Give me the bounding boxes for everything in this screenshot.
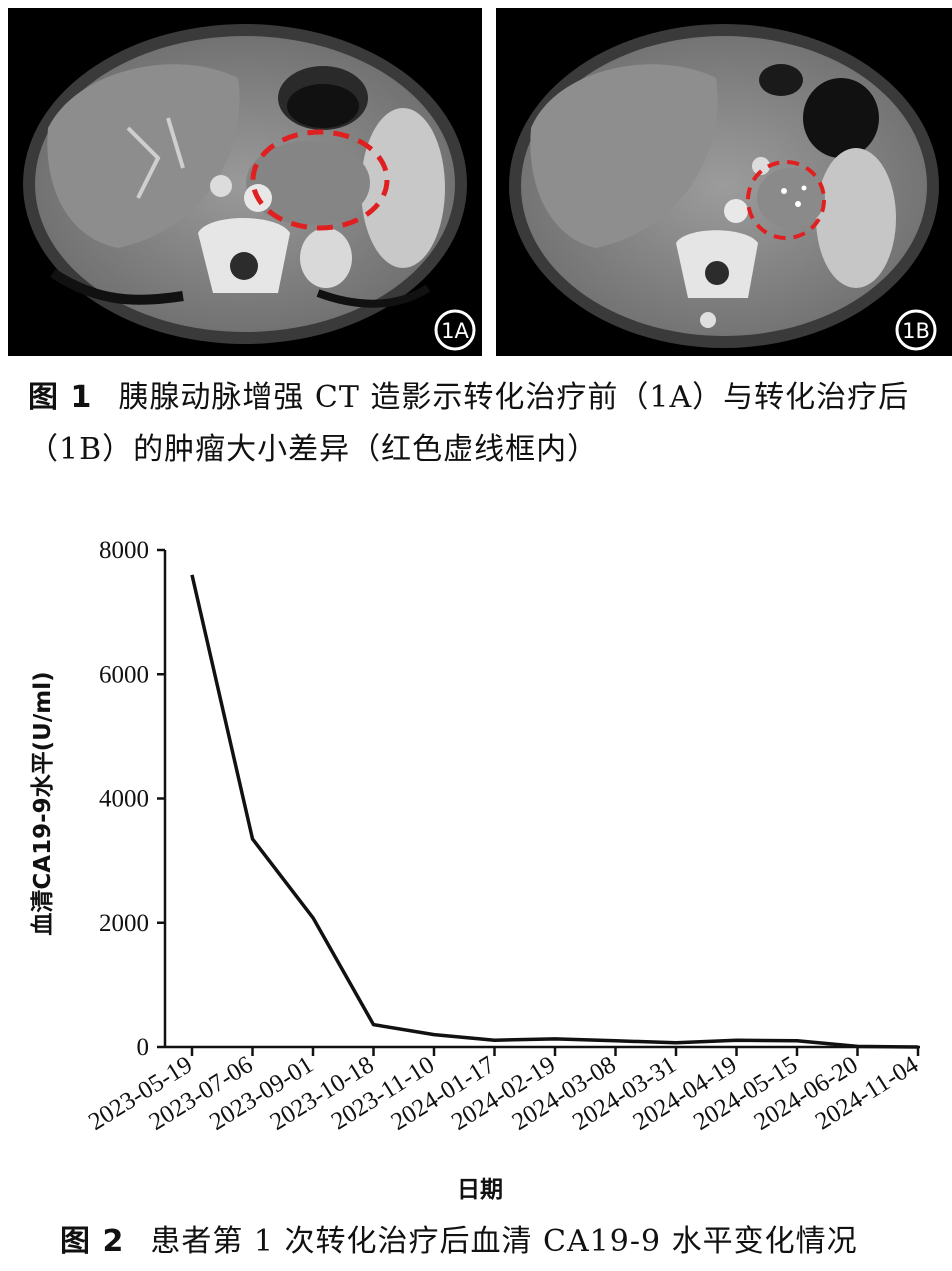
- figure-1-number: 图 1: [28, 380, 93, 415]
- spinous-process: [700, 312, 716, 328]
- figure-1-caption-text: 胰腺动脉增强 CT 造影示转化治疗前（1A）与转化治疗后（1B）的肿瘤大小差异（…: [28, 380, 910, 467]
- figure-2-caption: 图 2 患者第 1 次转化治疗后血清 CA19-9 水平变化情况: [60, 1222, 940, 1262]
- figure-1-caption: 图 1 胰腺动脉增强 CT 造影示转化治疗前（1A）与转化治疗后（1B）的肿瘤大小…: [28, 372, 928, 476]
- stomach-lumen: [803, 78, 879, 158]
- ct-image-before: 1A: [8, 8, 482, 356]
- figure-2-number: 图 2: [60, 1224, 125, 1259]
- red-dashed-circle: [746, 160, 826, 240]
- panel-label-a: 1A: [441, 319, 469, 343]
- y-tick-label: 2000: [99, 910, 149, 937]
- y-tick-label: 4000: [99, 786, 149, 813]
- vessel: [752, 157, 770, 175]
- spinal-canal: [230, 252, 258, 280]
- fat-layer-right: [316, 284, 431, 308]
- calcification: [801, 185, 807, 191]
- series-line: [190, 574, 919, 1049]
- figure-2-caption-text: 患者第 1 次转化治疗后血清 CA19-9 水平变化情况: [150, 1224, 858, 1259]
- red-dashed-circle: [250, 129, 390, 231]
- calcification: [781, 188, 787, 194]
- tumor-region: [246, 141, 370, 225]
- x-axis-title: 日期: [457, 1177, 503, 1203]
- ct-image-after: 1B: [496, 8, 952, 356]
- fat-layer: [50, 268, 184, 305]
- panel-label-b: 1B: [902, 319, 930, 343]
- hepatic-vessels: [126, 117, 185, 199]
- ct-scan-a: 1A: [23, 24, 476, 351]
- aorta: [724, 199, 748, 223]
- spleen: [361, 108, 445, 268]
- ca199-line-chart: 0 2000 4000 6000 8000 2023-05-192023-07-0620…: [29, 537, 924, 1203]
- panel-badge: [434, 309, 476, 351]
- vena-cava: [210, 175, 232, 197]
- y-axis-ticks: 0 2000 4000 6000 8000: [99, 537, 165, 1061]
- y-tick-label: 6000: [99, 661, 149, 688]
- y-tick-label: 8000: [99, 537, 149, 564]
- tumor-region: [757, 168, 825, 228]
- x-axis-ticks: 2023-05-192023-07-062023-09-012023-10-18…: [84, 1047, 924, 1136]
- liver: [530, 64, 718, 248]
- chart-axes: [163, 550, 920, 1049]
- kidney: [300, 228, 352, 288]
- stomach-lumen: [287, 84, 359, 128]
- ct-scan-b: 1B: [509, 24, 939, 351]
- y-tick-label: 0: [137, 1034, 150, 1061]
- spleen: [816, 148, 896, 288]
- panel-badge: [895, 309, 937, 351]
- y-axis-title: 血清CA19-9水平(U/ml): [29, 671, 56, 935]
- calcification: [795, 201, 801, 207]
- bowel-gas: [759, 64, 803, 96]
- spinal-canal: [705, 261, 729, 285]
- liver: [47, 64, 240, 248]
